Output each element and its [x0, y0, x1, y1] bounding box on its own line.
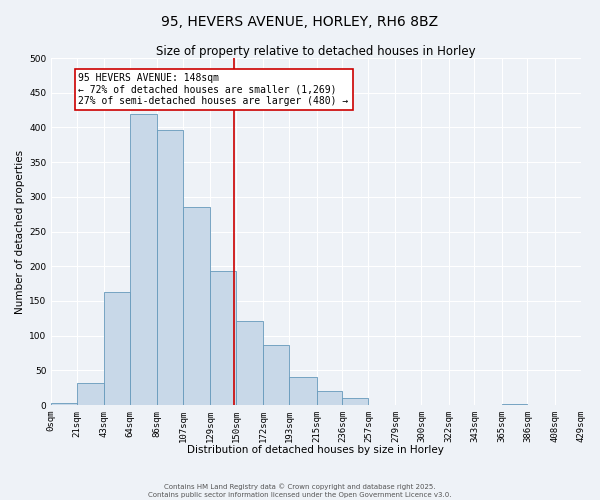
Bar — [236, 321, 263, 405]
Bar — [157, 130, 183, 405]
Bar — [343, 398, 368, 405]
Bar — [51, 403, 77, 405]
Text: 95 HEVERS AVENUE: 148sqm
← 72% of detached houses are smaller (1,269)
27% of sem: 95 HEVERS AVENUE: 148sqm ← 72% of detach… — [79, 74, 349, 106]
Bar — [263, 346, 289, 405]
Bar — [130, 114, 157, 405]
Bar — [317, 391, 343, 405]
Bar — [289, 376, 317, 405]
Bar — [502, 404, 527, 405]
Title: Size of property relative to detached houses in Horley: Size of property relative to detached ho… — [156, 45, 476, 58]
Y-axis label: Number of detached properties: Number of detached properties — [15, 150, 25, 314]
Text: 95, HEVERS AVENUE, HORLEY, RH6 8BZ: 95, HEVERS AVENUE, HORLEY, RH6 8BZ — [161, 15, 439, 29]
Bar — [211, 271, 236, 405]
Bar — [104, 292, 130, 405]
X-axis label: Distribution of detached houses by size in Horley: Distribution of detached houses by size … — [187, 445, 445, 455]
Bar — [183, 208, 211, 405]
Text: Contains HM Land Registry data © Crown copyright and database right 2025.
Contai: Contains HM Land Registry data © Crown c… — [148, 484, 452, 498]
Bar — [77, 383, 104, 405]
